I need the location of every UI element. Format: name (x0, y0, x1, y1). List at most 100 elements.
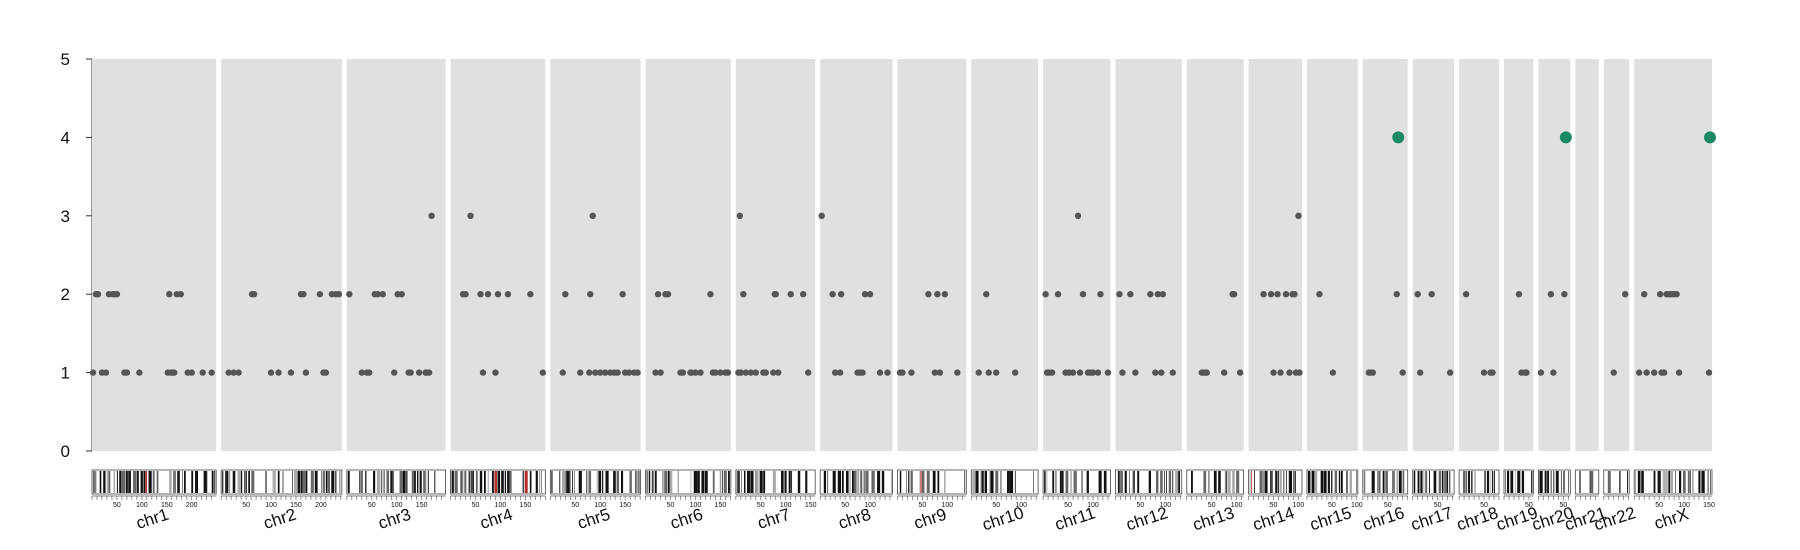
ideogram-band (1033, 471, 1035, 493)
data-point (477, 291, 484, 298)
ruler-tick-label: 150 (161, 502, 173, 509)
data-point (654, 291, 662, 298)
data-point (829, 291, 836, 298)
ideogram-band (1055, 471, 1057, 493)
ideogram-band (1679, 471, 1682, 493)
ideogram-band (1363, 471, 1365, 493)
ideogram-band (1521, 471, 1525, 493)
data-point (1369, 369, 1377, 376)
panel-chr8 (820, 59, 893, 451)
ruler-tick-label: 100 (495, 502, 507, 509)
data-point (1643, 369, 1650, 376)
ideogram-band (1224, 471, 1226, 493)
ruler-tick-label: 200 (315, 502, 327, 509)
data-point (1260, 291, 1267, 298)
data-point (379, 291, 386, 298)
ideogram-band (1320, 471, 1324, 493)
data-point (166, 291, 173, 298)
y-tick-label: 3 (61, 207, 70, 226)
panel-chr2 (221, 59, 342, 451)
chromosome-label: chr11 (1053, 503, 1098, 534)
ideogram-band (1448, 471, 1451, 493)
ideogram-band (646, 471, 648, 493)
data-point (1104, 369, 1112, 376)
ideogram-band (1462, 471, 1466, 493)
ideogram-band (1288, 471, 1293, 493)
panel-chr4 (450, 59, 546, 451)
ideogram-band (359, 471, 361, 493)
ideogram-band (1675, 471, 1676, 493)
ideogram-band (152, 471, 155, 493)
ideogram-band (781, 471, 784, 493)
ruler-tick-label: 150 (805, 502, 817, 509)
ideogram-band (323, 471, 325, 493)
ideogram-frame (645, 469, 732, 495)
ideogram-band (1514, 471, 1516, 493)
ideogram-band (572, 471, 573, 493)
ideogram-band (1425, 471, 1428, 493)
data-point (577, 369, 584, 376)
panel-chr14 (1248, 59, 1302, 451)
ideogram-band (174, 471, 176, 493)
data-point (859, 369, 866, 376)
ideogram-band (784, 471, 787, 493)
data-point (818, 212, 825, 219)
ideogram-band (747, 471, 750, 493)
ideogram-band (1560, 471, 1562, 493)
data-point (736, 212, 744, 219)
data-point (586, 369, 593, 376)
ruler-tick-label: 50 (1384, 502, 1392, 509)
ideogram-band (1251, 471, 1253, 493)
data-point (884, 369, 891, 376)
data-point (188, 369, 195, 376)
data-point (1296, 369, 1303, 376)
data-point (407, 369, 414, 376)
data-point (1316, 291, 1323, 298)
data-point (1076, 369, 1084, 376)
ideogram-band (653, 471, 654, 493)
ideogram-band (596, 471, 598, 493)
ideogram-band (1471, 471, 1473, 493)
data-point (1011, 369, 1019, 376)
ideogram-band (654, 471, 657, 493)
ideogram-band (293, 471, 298, 493)
data-point (1097, 291, 1104, 298)
ideogram-band (1701, 471, 1705, 493)
ideogram-band (327, 471, 330, 493)
ruler-tick-label: 100 (1293, 502, 1305, 509)
data-point (1414, 291, 1421, 298)
ideogram-band (232, 471, 236, 493)
data-point (1203, 369, 1210, 376)
data-point (740, 291, 747, 298)
ideogram-band (621, 471, 624, 493)
ideogram-band (1386, 471, 1388, 493)
ruler-tick-label: 50 (1480, 502, 1488, 509)
ruler-tick-label: 100 (690, 502, 702, 509)
ideogram-band (1307, 471, 1311, 493)
ideogram-chr21 (1574, 469, 1600, 500)
ideogram-band (1517, 471, 1521, 493)
data-point (302, 369, 310, 376)
ideogram-chr15: 50 100 (1306, 469, 1363, 509)
ideogram-band (133, 471, 137, 493)
ideogram-band (1275, 471, 1278, 493)
ideogram-band (899, 471, 902, 493)
ideogram-band (1493, 471, 1495, 493)
ideogram-chr3: 50 100 150 (346, 469, 446, 509)
ideogram-band (331, 471, 335, 493)
ideogram-band (910, 471, 913, 493)
ideogram-band (376, 471, 381, 493)
ideogram-band (335, 471, 337, 493)
ideogram-band (1178, 471, 1181, 493)
ideogram-band (93, 471, 95, 493)
data-point (1042, 291, 1049, 298)
data-point (479, 369, 487, 376)
ideogram-band (1539, 471, 1543, 493)
ideogram-band (383, 471, 385, 493)
ideogram-band (980, 471, 982, 493)
data-point (113, 291, 121, 298)
ruler-tick-label: 100 (594, 502, 606, 509)
panel-chr20 (1538, 59, 1571, 451)
ideogram-band (1249, 471, 1251, 493)
ideogram-chr22 (1603, 469, 1630, 500)
